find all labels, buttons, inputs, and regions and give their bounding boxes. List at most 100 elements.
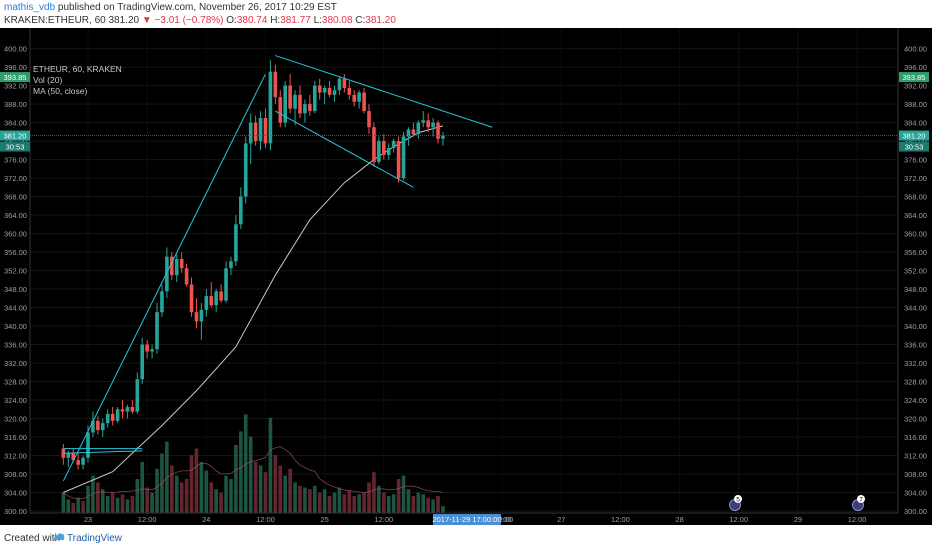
candles (61, 60, 445, 470)
volume-bar (150, 492, 154, 513)
y-tick-label-right: 372.00 (904, 174, 927, 183)
event-count-bubble (734, 495, 742, 503)
y-tick-label-right: 316.00 (904, 433, 927, 442)
x-tick-label: 28 (675, 515, 683, 524)
y-tick-label-left: 376.00 (4, 156, 27, 165)
volume-bar (298, 485, 302, 513)
author-link[interactable]: mathis_vdb (4, 2, 56, 13)
candle-body (209, 295, 214, 306)
close-value: 381.20 (365, 15, 396, 26)
volume-bar (293, 482, 297, 513)
y-tick-label-right: 356.00 (904, 248, 927, 257)
candle-body (337, 78, 342, 91)
y-tick-label-right: 344.00 (904, 304, 927, 313)
candle-body (312, 85, 317, 112)
tradingview-logo-icon (54, 533, 65, 540)
y-tick-label-right: 304.00 (904, 489, 927, 498)
volume-bar (248, 436, 253, 513)
candle-body (268, 71, 273, 144)
tradingview-brand[interactable]: TradingView (67, 533, 123, 544)
volume-bar (322, 489, 327, 513)
volume-bar (96, 482, 100, 513)
candle-body (165, 256, 169, 292)
crosshair-date-badge (433, 514, 501, 525)
published-text: published on TradingView.com, November 2… (57, 2, 337, 13)
trendlines[interactable] (62, 55, 493, 482)
y-tick-label-right: 360.00 (904, 230, 927, 239)
volume-bar (61, 492, 66, 513)
volume-bar (416, 492, 421, 513)
trendline[interactable] (275, 55, 493, 128)
volume-bar (120, 494, 125, 513)
trendline[interactable] (275, 110, 414, 188)
volume-bar (76, 497, 80, 513)
candle-body (229, 261, 233, 269)
y-tick-label-left: 304.00 (4, 489, 27, 498)
y-tick-label-right: 340.00 (904, 322, 927, 331)
y-tick-label-left: 348.00 (4, 285, 27, 294)
y-tick-label-right: 312.00 (904, 452, 927, 461)
open-label: O: (226, 15, 237, 26)
candle-body (81, 457, 85, 465)
countdown-badge-right (899, 141, 929, 152)
y-tick-label-right: 364.00 (904, 211, 927, 220)
candle-body (298, 94, 302, 114)
last-price: 381.20 (108, 15, 140, 26)
candle-body (66, 453, 71, 458)
volume-bar (194, 448, 199, 513)
volume-bar (332, 492, 337, 513)
volume-bar (243, 414, 248, 513)
candle-body (382, 141, 386, 155)
x-tick-label: 29 (794, 515, 802, 524)
candle-body (372, 127, 376, 162)
level-badge-left (0, 72, 30, 83)
volume-bar (347, 490, 352, 513)
chart-area[interactable]: ETHEUR, 60, KRAKEN Vol (20) MA (50, clos… (0, 28, 932, 525)
volume-bar (130, 496, 135, 513)
open-value: 380.74 (236, 15, 268, 26)
created-with-text: Created with (4, 533, 61, 544)
volume-bar (308, 489, 312, 513)
volume-bar (86, 485, 90, 513)
candle-body (219, 291, 223, 301)
candle-body (184, 268, 189, 285)
volume-ma-line (63, 446, 444, 500)
y-tick-label-right: 308.00 (904, 470, 927, 479)
countdown-text-left: 30:53 (6, 143, 25, 152)
volume-bar (273, 455, 278, 513)
candle-body (150, 349, 154, 352)
axes: 300.00 300.00 304.00 304.00 308.00 308.00 312.… (4, 28, 927, 525)
y-tick-label-left: 336.00 (4, 341, 27, 350)
candle-body (283, 85, 287, 123)
x-tick-label: 2:00 (499, 515, 514, 524)
countdown-text-right: 30:53 (905, 143, 924, 152)
price-chart[interactable]: 300.00 300.00 304.00 304.00 308.00 308.00 312.… (0, 28, 932, 525)
volume-bar (357, 494, 361, 513)
x-tick-label: 12:00 (493, 515, 512, 524)
trendline[interactable] (62, 73, 266, 482)
volume-bar (253, 462, 258, 513)
x-tick-label: 12:00 (848, 515, 867, 524)
event-marker[interactable]: 7 (852, 495, 866, 511)
y-tick-label-right: 300.00 (904, 507, 927, 516)
symbol-line: KRAKEN:ETHEUR, 60 (4, 15, 106, 26)
candle-body (204, 295, 209, 310)
volume-bar (234, 445, 238, 513)
candle-body (91, 420, 95, 433)
candle-body (239, 196, 243, 225)
volume-bar (362, 492, 366, 513)
volume-bar (367, 482, 371, 513)
candle-body (140, 344, 145, 380)
volume-bar (110, 492, 115, 513)
candle-body (327, 87, 332, 95)
candle-body (76, 460, 80, 465)
volume-bar (303, 487, 307, 513)
high-value: 381.77 (280, 15, 311, 26)
candle-body (367, 111, 371, 128)
y-tick-label-left: 392.00 (4, 82, 27, 91)
candle-body (357, 92, 361, 102)
trendline[interactable] (63, 450, 143, 454)
event-marker[interactable]: 5 (729, 495, 743, 511)
level-badge-right (899, 72, 929, 83)
